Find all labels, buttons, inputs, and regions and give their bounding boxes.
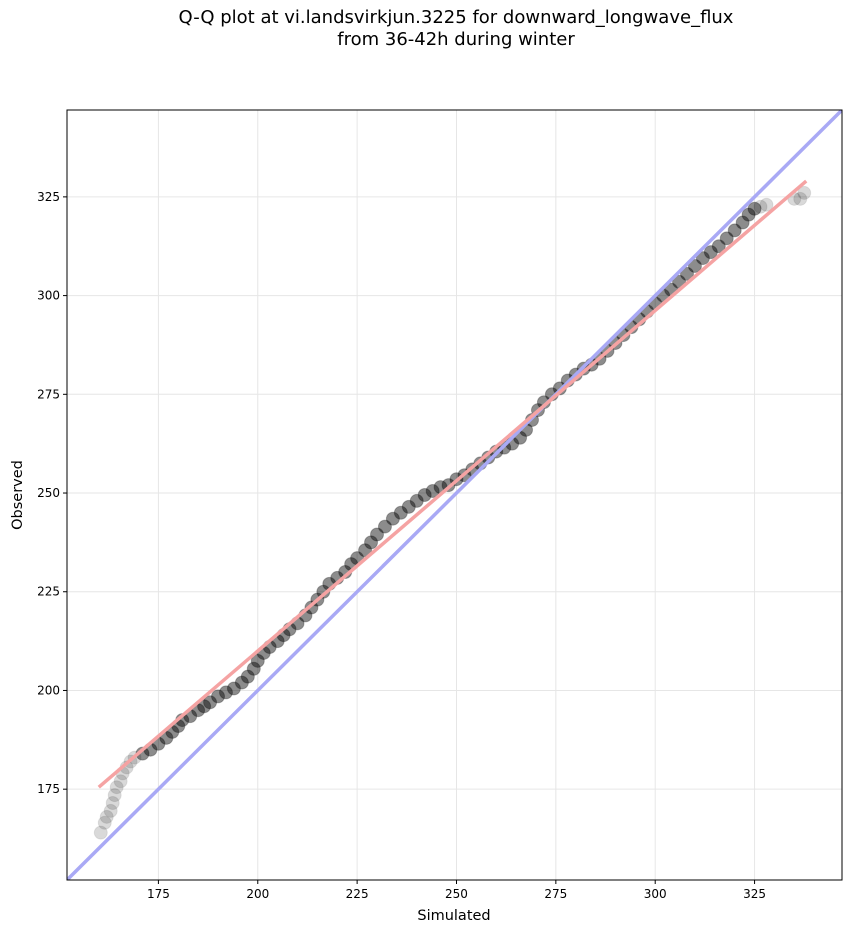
chart-title: Q-Q plot at vi.landsvirkjun.3225 for dow… (0, 7, 851, 51)
data-point (316, 584, 331, 599)
data-point (250, 653, 265, 668)
data-point (99, 809, 114, 824)
data-point (93, 825, 108, 840)
data-point (218, 685, 233, 700)
x-axis-label: Simulated (417, 908, 490, 924)
fit-line (97, 179, 808, 789)
data-point (246, 661, 261, 676)
x-tick-label: 300 (644, 887, 667, 901)
x-tick-label: 275 (544, 887, 567, 901)
data-point (727, 223, 742, 238)
data-points (93, 185, 812, 840)
data-point (377, 519, 392, 534)
y-tick-label: 275 (37, 387, 60, 401)
data-point (401, 499, 416, 514)
chart-title-line2: from 36-42h during winter (337, 29, 575, 50)
x-tick-label: 225 (346, 887, 369, 901)
data-point (759, 197, 774, 212)
data-point (203, 695, 218, 710)
plot-frame (66, 109, 843, 881)
y-axis-label: Observed (10, 460, 26, 530)
data-point (687, 258, 702, 273)
y-tick-label: 250 (37, 486, 60, 500)
data-point (105, 796, 120, 810)
data-point (747, 201, 762, 216)
x-tick-label: 325 (743, 887, 766, 901)
data-point (211, 689, 226, 704)
x-tick-label: 200 (246, 887, 269, 901)
data-point (695, 251, 710, 266)
y-tick-label: 175 (37, 782, 60, 796)
data-point (107, 788, 122, 803)
plot-area (67, 110, 842, 880)
data-point (797, 185, 812, 200)
data-point (370, 527, 384, 542)
y-axis-ticks: 175 200 225 250 275 300 325 (37, 190, 67, 796)
data-point (703, 245, 718, 260)
data-point (364, 535, 379, 550)
y-tick-label: 225 (37, 585, 60, 599)
data-point (113, 774, 128, 789)
data-point (103, 803, 118, 818)
data-point (97, 815, 112, 830)
data-point (197, 699, 212, 714)
data-point (109, 780, 124, 795)
data-point (409, 493, 424, 508)
y-tick-label: 325 (37, 190, 60, 204)
data-point (719, 231, 734, 246)
x-tick-label: 250 (445, 887, 468, 901)
data-point (240, 669, 255, 684)
data-point (234, 675, 249, 690)
data-point (417, 488, 432, 502)
reference-line (67, 110, 842, 880)
x-tick-label: 175 (147, 887, 170, 901)
y-tick-label: 200 (37, 683, 60, 697)
x-axis-ticks: 175 200 225 250 275 300 325 (147, 880, 766, 901)
data-point (711, 239, 726, 254)
data-point (741, 207, 756, 222)
data-point (753, 199, 768, 214)
data-point (793, 191, 808, 206)
data-point (385, 511, 400, 526)
data-point (226, 681, 241, 696)
data-point (735, 215, 750, 230)
y-tick-label: 300 (37, 289, 60, 303)
chart-title-line1: Q-Q plot at vi.landsvirkjun.3225 for dow… (178, 7, 734, 28)
data-point (680, 266, 694, 281)
data-point (393, 505, 408, 520)
data-point (425, 484, 440, 499)
